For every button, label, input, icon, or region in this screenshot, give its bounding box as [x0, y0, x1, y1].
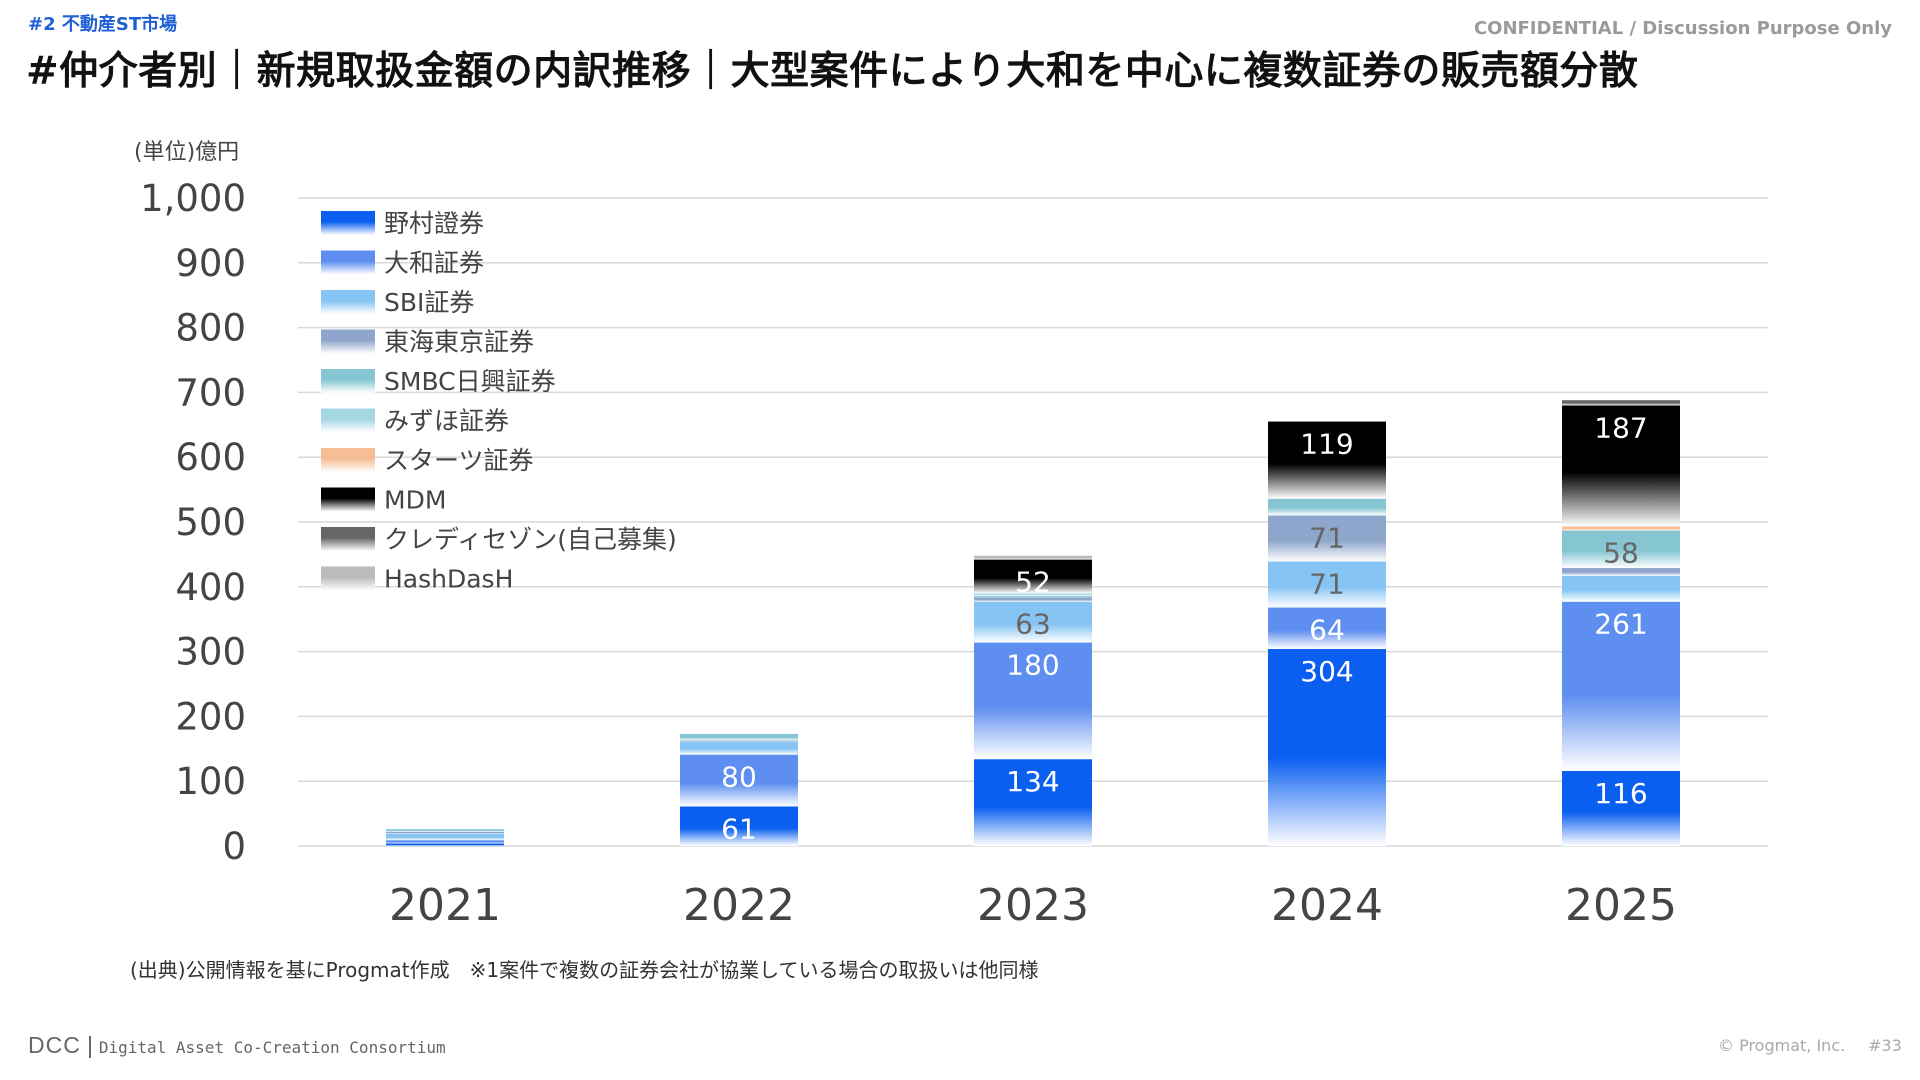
y-tick-label: 900	[175, 242, 246, 285]
legend-label: 野村證券	[384, 209, 484, 238]
bar-segment	[974, 555, 1092, 560]
data-labels: 61 80 134 180 63 52 304 64 71 71 119 116 261 58 187	[721, 411, 1648, 845]
data-label: 61	[721, 812, 757, 845]
legend-label: スターツ証券	[384, 446, 534, 475]
legend-swatch	[321, 369, 375, 393]
legend-swatch	[321, 487, 375, 512]
stacked-bar-chart: 61 80 134 180 63 52 304 64 71 71 119 116 261 58 187 0 1…	[140, 177, 1768, 931]
bar-segment	[1562, 530, 1680, 569]
data-label: 71	[1309, 522, 1345, 555]
bar-segment	[680, 754, 798, 807]
x-tick-label: 2023	[977, 880, 1089, 931]
page-title: #仲介者別｜新規取扱金額の内訳推移｜大型案件により大和を中心に複数証券の販売額分…	[26, 49, 1639, 94]
footer-logo-text: Digital Asset Co-Creation Consortium	[98, 1038, 446, 1057]
x-tick-label: 2024	[1271, 880, 1383, 931]
bar-segment	[386, 843, 504, 846]
bar-segment	[974, 597, 1092, 602]
legend-label: クレディセゾン(自己募集)	[384, 525, 677, 554]
bar-segment	[974, 601, 1092, 643]
legend-label: MDM	[384, 486, 446, 515]
confidential-label: CONFIDENTIAL / Discussion Purpose Only	[1473, 18, 1892, 39]
bar-segment	[386, 833, 504, 841]
bar-segment	[1562, 400, 1680, 406]
footer-logo: DCC Digital Asset Co-Creation Consortium	[28, 1032, 446, 1059]
legend-swatch	[321, 566, 375, 591]
bar-segment	[974, 642, 1092, 760]
y-tick-label: 700	[175, 371, 246, 414]
legend-swatch	[321, 250, 375, 275]
y-tick-label: 800	[175, 307, 246, 350]
data-label: 180	[1006, 649, 1059, 682]
bar-segment	[974, 759, 1092, 846]
bar-segment	[974, 593, 1092, 596]
footer-logo-mark: DCC	[28, 1032, 81, 1058]
bar-segment	[386, 829, 504, 832]
axes: 0 100 200 300 400 500 600 700 800 900 1,000 2021 202…	[140, 177, 1677, 931]
source-note: (出典)公開情報を基にProgmat作成 ※1案件で複数の証券会社が協業している…	[130, 958, 1039, 982]
bar-segment	[974, 595, 1092, 598]
bar-segment	[1562, 405, 1680, 527]
legend-label: 大和証券	[384, 249, 484, 278]
legend-label: みずほ証券	[384, 407, 509, 436]
section-label: #2 不動産ST市場	[28, 14, 178, 35]
y-tick-label: 1,000	[140, 177, 246, 220]
unit-label: (単位)億円	[134, 140, 240, 165]
bar-segment	[680, 806, 798, 846]
data-label: 261	[1594, 608, 1647, 641]
y-tick-label: 200	[175, 695, 246, 738]
footer-logo-divider	[88, 1036, 91, 1058]
bar-segment	[1562, 770, 1680, 846]
page-number: #33	[1868, 1036, 1902, 1055]
bar-segment	[974, 559, 1092, 594]
data-label: 134	[1006, 765, 1059, 798]
bar-segment	[680, 740, 798, 742]
bar-segment	[386, 840, 504, 844]
bar-segment	[1562, 575, 1680, 602]
bar-segment	[1562, 526, 1680, 531]
bar-segment	[1268, 515, 1386, 562]
legend-swatch	[321, 448, 375, 472]
legend-swatch	[321, 290, 375, 314]
data-label: 71	[1309, 568, 1345, 601]
legend-label: SBI証券	[384, 288, 474, 317]
bars	[386, 400, 1680, 846]
y-tick-label: 100	[175, 760, 246, 803]
data-label: 304	[1300, 655, 1353, 688]
data-label: 58	[1603, 536, 1639, 569]
copyright: © Progmat, Inc.	[1718, 1036, 1846, 1055]
bar-segment	[680, 733, 798, 741]
legend-label: SMBC日興証券	[384, 367, 556, 396]
data-label: 52	[1015, 566, 1051, 599]
legend-swatch	[321, 211, 375, 235]
y-tick-label: 400	[175, 566, 246, 609]
bar-segment	[1268, 498, 1386, 516]
y-tick-label: 500	[175, 501, 246, 544]
data-label: 119	[1300, 428, 1353, 461]
x-tick-label: 2022	[683, 880, 795, 931]
y-tick-label: 0	[222, 825, 246, 868]
legend-label: HashDasH	[384, 565, 513, 594]
legend-swatch	[321, 408, 375, 433]
bar-segment	[1268, 421, 1386, 499]
bar-segment	[680, 741, 798, 755]
bar-segment	[1562, 568, 1680, 576]
legend-swatch	[321, 527, 375, 551]
y-tick-label: 300	[175, 631, 246, 674]
x-tick-label: 2021	[389, 880, 501, 931]
data-label: 64	[1309, 614, 1345, 647]
x-tick-label: 2025	[1565, 880, 1677, 931]
data-label: 116	[1594, 777, 1647, 810]
data-label: 80	[721, 761, 757, 794]
bar-segment	[386, 831, 504, 834]
bar-segment	[1562, 601, 1680, 771]
data-label: 187	[1594, 411, 1647, 444]
y-tick-label: 600	[175, 436, 246, 479]
bar-segment	[1268, 607, 1386, 650]
bar-segment	[1268, 649, 1386, 846]
legend-label: 東海東京証券	[384, 328, 534, 357]
bar-segment	[1268, 561, 1386, 608]
data-label: 63	[1015, 608, 1051, 641]
legend-swatch	[321, 329, 375, 354]
